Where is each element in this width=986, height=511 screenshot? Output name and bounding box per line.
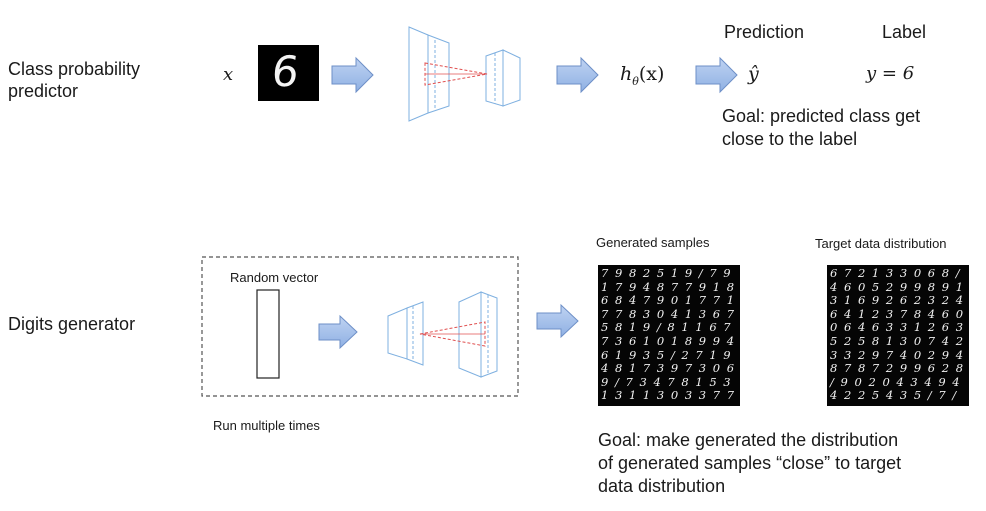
digit-row: 4 2 2 5 4 3 5 / 7 / (830, 388, 958, 403)
input-symbol: x (223, 64, 234, 85)
generator-dashed-box (201, 256, 519, 397)
digit-row: 6 7 2 1 3 3 0 6 8 / (830, 266, 962, 280)
row-label-line: predictor (8, 81, 79, 101)
digit-row: 9 / 7 3 4 7 8 1 5 3 (601, 374, 733, 389)
arrow-icon (318, 314, 358, 350)
input-digit-image: 6 (258, 45, 319, 101)
random-vector-label: Random vector (230, 270, 319, 285)
digit-row: 4 8 1 7 3 9 7 3 0 6 (601, 361, 736, 376)
generator-goal: Goal: make generated the distribution of… (598, 429, 901, 498)
arrow-icon (536, 303, 579, 339)
digit-row: 1 3 1 1 3 0 3 3 7 7 (601, 388, 736, 403)
digit-row: / 9 0 2 0 4 3 4 9 4 (830, 374, 962, 389)
arrow-icon (331, 56, 374, 94)
digit-row: 7 9 8 2 5 1 9 / 7 9 (601, 266, 733, 280)
prediction-symbol: ŷ (748, 63, 759, 85)
goal-line: data distribution (598, 476, 726, 496)
goal-line: of generated samples “close” to target (598, 453, 902, 473)
digit-row: 3 1 6 9 2 6 2 3 2 4 (830, 293, 965, 308)
target-distribution-title: Target data distribution (815, 236, 947, 251)
target-distribution-image: 6 7 2 1 3 3 0 6 8 / 4 6 0 5 2 9 9 8 9 1 … (827, 265, 969, 406)
goal-line: Goal: make generated the distribution (598, 430, 899, 450)
goal-line: Goal: predicted class get (722, 106, 921, 126)
input-digit-glyph: 6 (269, 47, 302, 96)
digit-row: 6 8 4 7 9 0 1 7 7 1 (601, 293, 736, 308)
classifier-goal: Goal: predicted class get close to the l… (722, 105, 920, 151)
row-label-classifier: Class probability predictor (8, 58, 140, 102)
digit-row: 4 6 0 5 2 9 9 8 9 1 (830, 279, 965, 294)
digit-row: 0 6 4 6 3 3 1 2 6 3 (830, 320, 965, 335)
hypothesis-label: hθ(x) (620, 63, 664, 88)
digit-row: 5 2 5 8 1 3 0 7 4 2 (830, 333, 965, 348)
label-value: y = 6 (866, 63, 915, 84)
goal-line: close to the label (722, 129, 858, 149)
hypothesis-arg: (x) (638, 63, 665, 85)
digit-row: 6 1 9 3 5 / 2 7 1 9 (601, 347, 733, 362)
row-label-line: Class probability (8, 59, 141, 79)
label-header: Label (882, 22, 927, 42)
generated-samples-title: Generated samples (596, 235, 710, 250)
digit-row: 5 8 1 9 / 8 1 1 6 7 (601, 320, 733, 335)
digit-row: 8 7 8 7 2 9 9 6 2 8 (830, 361, 965, 376)
run-multiple-label: Run multiple times (213, 418, 320, 433)
digit-row: 7 3 6 1 0 1 8 9 9 4 (601, 333, 736, 348)
digit-row: 7 7 8 3 0 4 1 3 6 7 (601, 306, 736, 321)
digit-row: 1 7 9 4 8 7 7 9 1 8 (601, 279, 736, 294)
prediction-header: Prediction (724, 22, 805, 42)
hypothesis-h: h (620, 63, 633, 85)
generator-network-icon (387, 291, 498, 378)
arrow-icon (556, 56, 599, 94)
digit-row: 3 3 2 9 7 4 0 2 9 4 (830, 347, 965, 362)
hypothesis-theta: θ (632, 74, 639, 88)
random-vector-rect (256, 289, 280, 379)
classifier-network-icon (408, 26, 521, 122)
row-label-generator: Digits generator (8, 314, 136, 334)
generated-samples-image: 7 9 8 2 5 1 9 / 7 9 1 7 9 4 8 7 7 9 1 8 … (598, 265, 740, 406)
arrow-icon (695, 56, 738, 94)
digit-row: 6 4 1 2 3 7 8 4 6 0 (830, 306, 965, 321)
